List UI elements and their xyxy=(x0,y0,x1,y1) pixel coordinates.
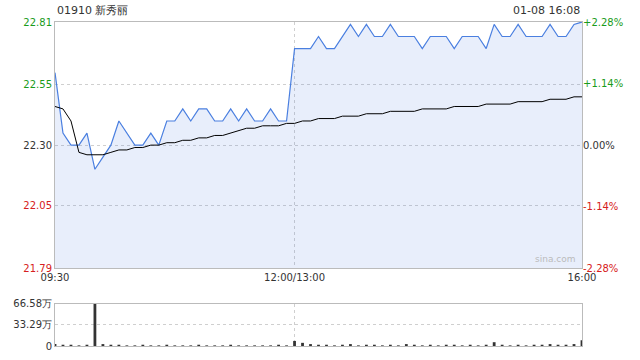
svg-text:12:00/13:00: 12:00/13:00 xyxy=(264,272,325,283)
svg-text:sina.com: sina.com xyxy=(535,254,576,264)
svg-text:01910 新秀丽: 01910 新秀丽 xyxy=(57,4,129,17)
svg-text:+1.14%: +1.14% xyxy=(583,78,623,89)
svg-text:22.30: 22.30 xyxy=(23,140,52,151)
svg-text:0: 0 xyxy=(46,341,52,352)
svg-text:21.79: 21.79 xyxy=(23,263,52,274)
svg-text:01-08 16:08: 01-08 16:08 xyxy=(513,4,580,17)
svg-text:-2.28%: -2.28% xyxy=(583,263,618,274)
svg-text:-1.14%: -1.14% xyxy=(583,201,618,212)
svg-text:16:00: 16:00 xyxy=(568,272,597,283)
svg-text:22.55: 22.55 xyxy=(23,79,52,90)
svg-text:09:30: 09:30 xyxy=(41,272,70,283)
svg-text:66.58万: 66.58万 xyxy=(13,298,52,309)
svg-text:33.29万: 33.29万 xyxy=(13,319,52,330)
svg-text:+2.28%: +2.28% xyxy=(583,17,623,28)
svg-text:0.00%: 0.00% xyxy=(583,140,615,151)
svg-text:22.05: 22.05 xyxy=(23,200,52,211)
svg-text:22.81: 22.81 xyxy=(23,17,52,28)
